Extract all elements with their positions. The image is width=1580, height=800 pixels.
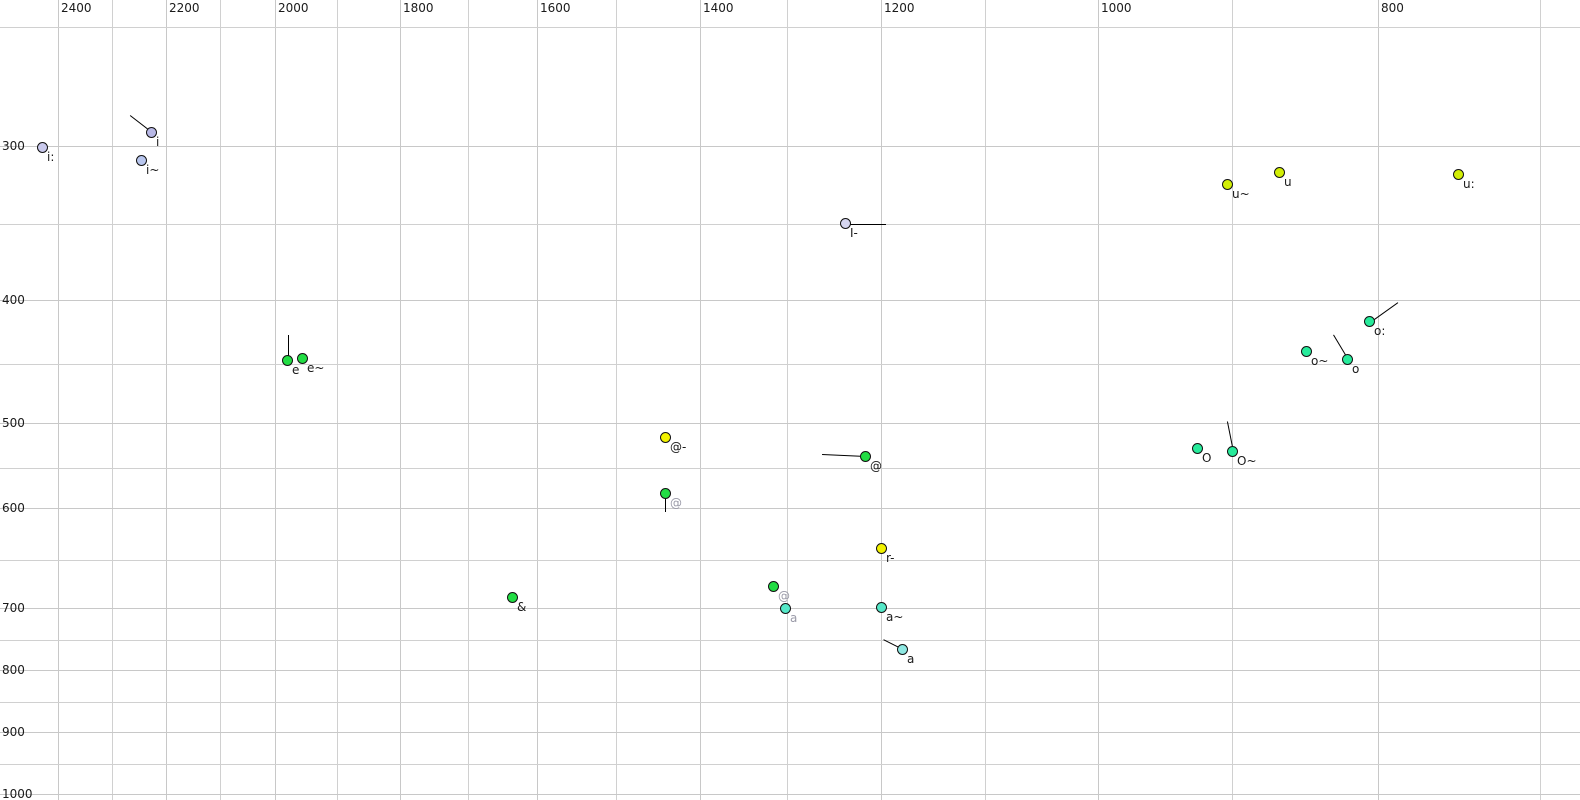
vowel-point-marker[interactable] (660, 432, 671, 443)
x-axis-tick-label: 1800 (403, 1, 434, 15)
vowel-point-marker[interactable] (780, 603, 791, 614)
vowel-point-marker[interactable] (768, 581, 779, 592)
vowel-point-label: @ (670, 496, 682, 510)
y-gridline-minor (0, 224, 1580, 225)
y-gridline-minor (0, 764, 1580, 765)
vowel-point-label: u: (1463, 177, 1475, 191)
vowel-point-label: i: (47, 150, 55, 164)
y-axis-tick-label: 500 (2, 416, 25, 430)
vowel-point-marker[interactable] (1301, 346, 1312, 357)
vowel-point-label: i (156, 135, 160, 149)
x-axis-tick-label: 2000 (278, 1, 309, 15)
x-gridline-major (58, 0, 59, 800)
formant-trajectory-line (846, 224, 886, 225)
y-axis-tick-label: 600 (2, 501, 25, 515)
y-axis-tick-label: 900 (2, 725, 25, 739)
vowel-point-marker[interactable] (1227, 446, 1238, 457)
y-gridline-major (0, 300, 1580, 301)
y-axis-tick-label: 1000 (2, 787, 33, 800)
vowel-point-label: O (1202, 451, 1212, 465)
vowel-point-marker[interactable] (1274, 167, 1285, 178)
y-axis-tick-label: 400 (2, 293, 25, 307)
x-gridline-major (700, 0, 701, 800)
y-gridline-major (0, 423, 1580, 424)
vowel-point-marker[interactable] (660, 488, 671, 499)
vowel-point-label: & (517, 600, 527, 614)
x-gridline-minor (985, 0, 986, 800)
vowel-point-label: o (1352, 362, 1360, 376)
x-gridline-major (537, 0, 538, 800)
vowel-point-marker[interactable] (1453, 169, 1464, 180)
vowel-point-marker[interactable] (897, 644, 908, 655)
x-gridline-minor (468, 0, 469, 800)
vowel-point-label: I- (850, 226, 858, 240)
x-gridline-major (400, 0, 401, 800)
x-gridline-minor (1540, 0, 1541, 800)
vowel-point-marker[interactable] (282, 355, 293, 366)
vowel-point-label: u (1284, 175, 1292, 189)
vowel-point-marker[interactable] (297, 353, 308, 364)
vowel-point-marker[interactable] (1222, 179, 1233, 190)
vowel-point-label: O~ (1237, 454, 1257, 468)
vowel-point-marker[interactable] (1192, 443, 1203, 454)
y-gridline-major (0, 732, 1580, 733)
vowel-point-label: @ (778, 589, 790, 603)
vowel-point-label: u~ (1232, 187, 1250, 201)
y-gridline-minor (0, 560, 1580, 561)
vowel-point-label: o~ (1311, 354, 1329, 368)
x-gridline-minor (787, 0, 788, 800)
y-gridline-minor (0, 702, 1580, 703)
x-gridline-minor (112, 0, 113, 800)
y-axis-tick-label: 700 (2, 601, 25, 615)
vowel-point-label: a~ (886, 610, 904, 624)
vowel-point-marker[interactable] (1342, 354, 1353, 365)
vowel-point-label: i~ (146, 163, 160, 177)
x-gridline-minor (616, 0, 617, 800)
y-axis-tick-label: 300 (2, 139, 25, 153)
vowel-point-label: @ (870, 459, 882, 473)
x-gridline-minor (337, 0, 338, 800)
y-gridline-minor (0, 27, 1580, 28)
y-gridline-minor (0, 640, 1580, 641)
x-gridline-minor (220, 0, 221, 800)
vowel-point-marker[interactable] (876, 602, 887, 613)
vowel-point-marker[interactable] (507, 592, 518, 603)
vowel-point-label: e (292, 363, 300, 377)
x-axis-tick-label: 1200 (884, 1, 915, 15)
x-axis-tick-label: 2200 (169, 1, 200, 15)
vowel-point-marker[interactable] (136, 155, 147, 166)
x-gridline-major (1098, 0, 1099, 800)
x-axis-tick-label: 1000 (1101, 1, 1132, 15)
y-gridline-major (0, 146, 1580, 147)
y-gridline-major (0, 794, 1580, 795)
y-gridline-major (0, 508, 1580, 509)
vowel-point-marker[interactable] (37, 142, 48, 153)
y-gridline-major (0, 670, 1580, 671)
vowel-point-marker[interactable] (840, 218, 851, 229)
vowel-point-label: e~ (307, 361, 325, 375)
x-axis-tick-label: 1600 (540, 1, 571, 15)
x-axis-tick-label: 1400 (703, 1, 734, 15)
x-gridline-major (1378, 0, 1379, 800)
x-gridline-minor (1232, 0, 1233, 800)
vowel-point-label: r- (886, 551, 895, 565)
x-gridline-major (166, 0, 167, 800)
x-gridline-major (275, 0, 276, 800)
vowel-point-label: a (790, 611, 798, 625)
vowel-point-marker[interactable] (876, 543, 887, 554)
vowel-point-label: o: (1374, 324, 1386, 338)
vowel-point-marker[interactable] (1364, 316, 1375, 327)
x-axis-tick-label: 2400 (61, 1, 92, 15)
vowel-point-label: @- (670, 440, 687, 454)
x-gridline-major (881, 0, 882, 800)
vowel-point-marker[interactable] (146, 127, 157, 138)
x-axis-tick-label: 800 (1381, 1, 1404, 15)
vowel-point-label: a (907, 652, 915, 666)
y-gridline-minor (0, 364, 1580, 365)
y-gridline-minor (0, 468, 1580, 469)
vowel-point-marker[interactable] (860, 451, 871, 462)
y-axis-tick-label: 800 (2, 663, 25, 677)
